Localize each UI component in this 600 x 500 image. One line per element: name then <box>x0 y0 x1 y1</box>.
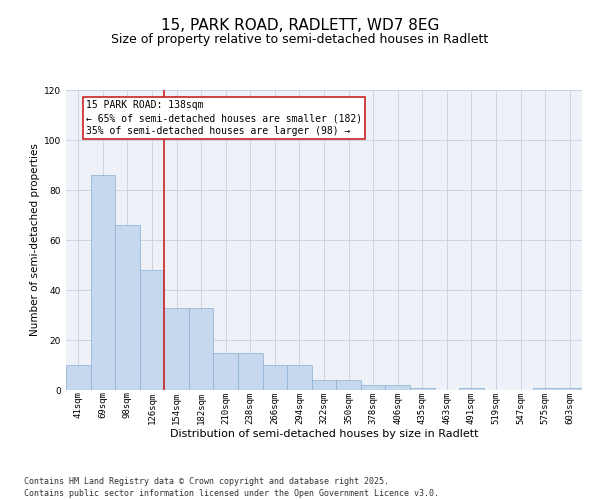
Bar <box>263 365 287 390</box>
Text: Size of property relative to semi-detached houses in Radlett: Size of property relative to semi-detach… <box>112 32 488 46</box>
Bar <box>164 308 189 390</box>
Bar <box>115 225 140 390</box>
Bar <box>238 352 263 390</box>
Bar <box>140 270 164 390</box>
Bar <box>189 308 214 390</box>
Text: 15, PARK ROAD, RADLETT, WD7 8EG: 15, PARK ROAD, RADLETT, WD7 8EG <box>161 18 439 32</box>
Bar <box>91 175 115 390</box>
Bar <box>361 385 385 390</box>
Bar <box>66 365 91 390</box>
Text: 15 PARK ROAD: 138sqm
← 65% of semi-detached houses are smaller (182)
35% of semi: 15 PARK ROAD: 138sqm ← 65% of semi-detac… <box>86 100 362 136</box>
X-axis label: Distribution of semi-detached houses by size in Radlett: Distribution of semi-detached houses by … <box>170 429 478 439</box>
Text: Contains HM Land Registry data © Crown copyright and database right 2025.
Contai: Contains HM Land Registry data © Crown c… <box>24 476 439 498</box>
Bar <box>287 365 312 390</box>
Bar <box>557 388 582 390</box>
Bar <box>410 388 434 390</box>
Bar <box>336 380 361 390</box>
Bar <box>533 388 557 390</box>
Bar <box>214 352 238 390</box>
Y-axis label: Number of semi-detached properties: Number of semi-detached properties <box>30 144 40 336</box>
Bar <box>312 380 336 390</box>
Bar <box>459 388 484 390</box>
Bar <box>385 385 410 390</box>
